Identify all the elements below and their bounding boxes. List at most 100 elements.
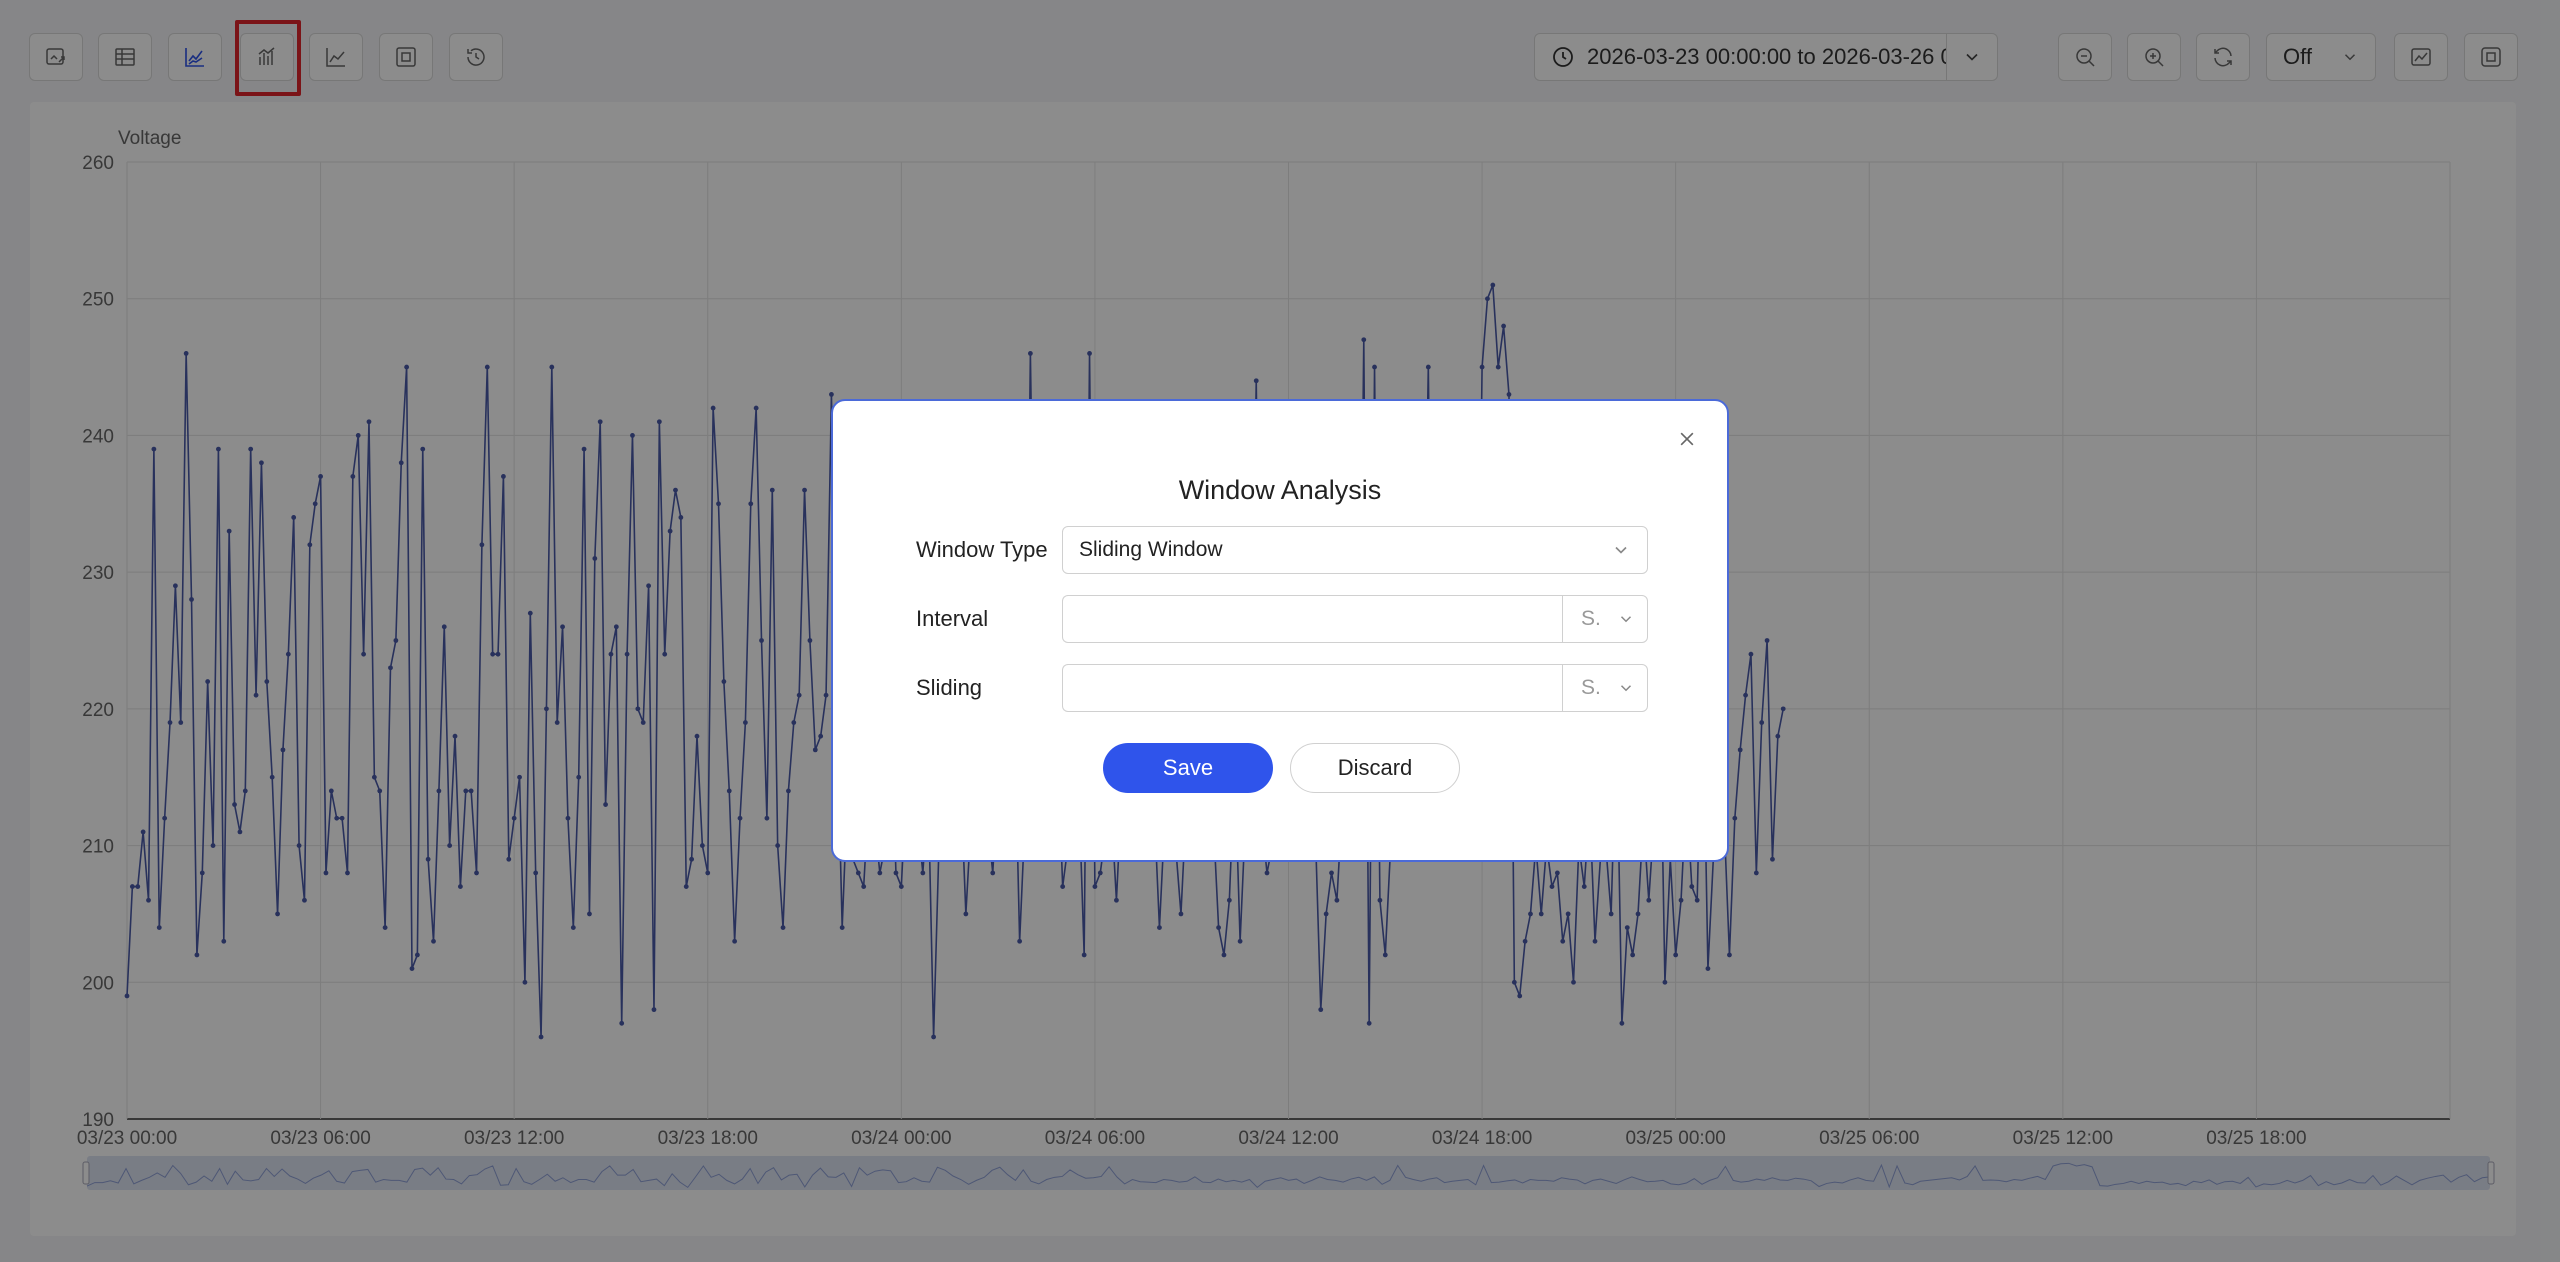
data-point [963, 911, 969, 917]
data-point [1157, 925, 1162, 930]
data-point [484, 364, 490, 370]
data-point [318, 474, 323, 479]
data-point [371, 774, 377, 780]
data-point [280, 747, 286, 753]
data-point [791, 720, 797, 725]
data-point [877, 870, 883, 876]
data-point [651, 1007, 657, 1013]
data-point [328, 788, 334, 794]
data-point [1081, 952, 1087, 958]
sliding-unit-select[interactable]: S. [1562, 664, 1648, 712]
data-point [802, 487, 807, 493]
sliding-row: Sliding S. [916, 664, 1648, 712]
data-point [1608, 911, 1614, 917]
interval-unit-select[interactable]: S. [1562, 595, 1648, 643]
table-view-icon [115, 48, 135, 66]
sliding-input[interactable] [1062, 664, 1562, 712]
date-range-dropdown[interactable] [1946, 34, 1997, 80]
data-point [1479, 364, 1485, 370]
chart-image-icon [2411, 48, 2431, 66]
data-point [1501, 323, 1506, 329]
data-point [861, 884, 867, 889]
interval-input[interactable] [1062, 595, 1562, 643]
date-range-text: 2026-03-23 00:00:00 to 2026-03-26 00:00:… [1587, 44, 1946, 69]
window-type-select[interactable]: Sliding Window [1062, 526, 1648, 574]
data-point [216, 446, 221, 452]
line-chart-button[interactable] [168, 33, 222, 81]
data-point [990, 870, 996, 876]
data-point [640, 720, 646, 725]
data-point [673, 487, 678, 493]
export-image-button[interactable] [29, 33, 83, 81]
data-point [726, 788, 732, 794]
data-point [404, 364, 410, 370]
data-point [1506, 392, 1512, 397]
data-point [1571, 979, 1576, 985]
save-button[interactable]: Save [1103, 743, 1273, 793]
data-point [1630, 952, 1636, 958]
data-point [656, 419, 662, 425]
data-point [517, 774, 522, 780]
area-chart-button[interactable] [309, 33, 363, 81]
interval-input-group: S. [1062, 595, 1648, 643]
data-point [334, 815, 340, 821]
data-point [1318, 1007, 1324, 1013]
zoom-out-button[interactable] [2058, 33, 2112, 81]
data-point [855, 870, 861, 876]
data-point [587, 911, 592, 917]
fullscreen-button[interactable] [2464, 33, 2518, 81]
sliding-input-group: S. [1062, 664, 1648, 712]
data-point [393, 638, 399, 643]
data-point [829, 392, 834, 397]
date-range-picker[interactable]: 2026-03-23 00:00:00 to 2026-03-26 00:00:… [1534, 33, 1998, 81]
history-button[interactable] [449, 33, 503, 81]
table-view-button[interactable] [98, 33, 152, 81]
data-point [608, 651, 614, 657]
range-select-button[interactable] [379, 33, 433, 81]
data-point [549, 364, 555, 370]
data-point [264, 679, 270, 684]
sliding-unit-value: S. [1581, 676, 1601, 699]
data-point [748, 501, 754, 507]
refresh-button[interactable] [2196, 33, 2250, 81]
data-point [242, 788, 248, 794]
data-point [501, 474, 506, 479]
x-tick-label: 03/23 00:00 [77, 1128, 177, 1149]
data-point [1264, 870, 1270, 876]
data-point [1565, 911, 1571, 917]
data-point [463, 788, 469, 794]
zoom-slider-track [87, 1156, 2490, 1190]
data-point [146, 897, 151, 903]
data-point [613, 624, 619, 630]
chart-settings-button[interactable] [2394, 33, 2448, 81]
data-point [172, 583, 178, 589]
data-point [1485, 296, 1490, 302]
data-point [1624, 925, 1630, 930]
data-point [570, 925, 576, 930]
data-point [124, 993, 130, 999]
data-point [576, 774, 582, 780]
data-point [302, 897, 307, 903]
data-point [538, 1034, 544, 1040]
data-point [135, 884, 141, 889]
data-point [366, 419, 372, 425]
data-point [581, 446, 587, 452]
window-analysis-button[interactable] [240, 33, 294, 81]
highlight-box [235, 20, 301, 96]
data-point [312, 501, 318, 507]
zoom-in-button[interactable] [2127, 33, 2181, 81]
data-point [769, 487, 775, 493]
data-point [167, 720, 173, 725]
data-point [226, 528, 232, 534]
auto-refresh-select[interactable]: Off [2266, 33, 2376, 81]
data-point [355, 433, 361, 438]
data-point [1780, 706, 1786, 712]
data-point [452, 733, 458, 739]
data-point [1178, 911, 1184, 917]
close-button[interactable] [1671, 423, 1703, 455]
data-point [710, 405, 716, 411]
x-tick-label: 03/24 00:00 [851, 1128, 951, 1149]
data-point [210, 843, 216, 848]
line-chart-icon [185, 48, 204, 67]
discard-button[interactable]: Discard [1290, 743, 1460, 793]
